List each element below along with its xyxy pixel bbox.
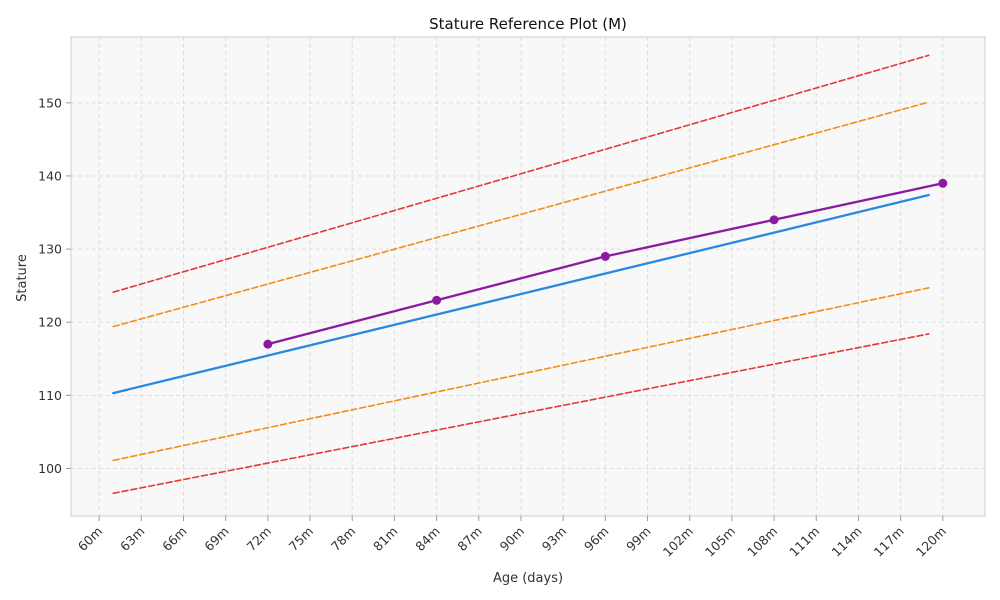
- x-tick-label: 63m: [117, 524, 147, 554]
- y-axis-label: Stature: [15, 254, 30, 302]
- x-tick-label: 96m: [581, 524, 611, 554]
- data-point: [600, 251, 610, 261]
- x-tick-label: 117m: [871, 524, 907, 560]
- data-point: [938, 178, 948, 188]
- series-line-4: [112, 333, 930, 495]
- x-tick-label: 114m: [828, 524, 864, 560]
- series-line-2: [112, 193, 930, 395]
- y-tick-label: 110: [38, 388, 62, 403]
- y-tick-label: 120: [38, 315, 62, 330]
- x-tick-label: 93m: [539, 524, 569, 554]
- grid: [71, 37, 985, 516]
- x-tick-label: 108m: [744, 524, 780, 560]
- x-tick-label: 66m: [159, 524, 189, 554]
- x-tick-label: 120m: [913, 524, 949, 560]
- x-axis-label: Age (days): [493, 571, 563, 586]
- x-tick-label: 78m: [328, 524, 358, 554]
- x-tick-label: 84m: [412, 524, 442, 554]
- y-tick-label: 100: [38, 461, 62, 476]
- y-tick-label: 140: [38, 168, 62, 183]
- y-tick-label: 130: [38, 242, 62, 257]
- y-axis-ticks: 100 110 120 130 140 150: [38, 95, 71, 476]
- data-point: [769, 215, 779, 225]
- x-tick-label: 69m: [201, 524, 231, 554]
- data-point: [432, 295, 442, 305]
- series-line-3: [112, 286, 930, 462]
- x-tick-label: 72m: [244, 524, 274, 554]
- series-line-0: [112, 54, 930, 294]
- x-tick-label: 105m: [702, 524, 738, 560]
- x-tick-label: 111m: [786, 524, 822, 560]
- chart-title: Stature Reference Plot (M): [429, 15, 627, 33]
- series-layer: [112, 54, 948, 495]
- y-tick-label: 150: [38, 95, 62, 110]
- x-tick-label: 81m: [370, 524, 400, 554]
- x-tick-label: 87m: [454, 524, 484, 554]
- x-tick-label: 99m: [623, 524, 653, 554]
- x-tick-label: 90m: [497, 524, 527, 554]
- x-tick-label: 102m: [660, 524, 696, 560]
- x-axis-ticks: 60m 63m 66m 69m 72m 75m 78m 81m 84m 87m 90m 93m 96m 9…: [75, 516, 949, 560]
- x-tick-label: 60m: [75, 524, 105, 554]
- series-line-1: [112, 101, 930, 328]
- x-tick-label: 75m: [286, 524, 316, 554]
- data-point: [263, 339, 273, 349]
